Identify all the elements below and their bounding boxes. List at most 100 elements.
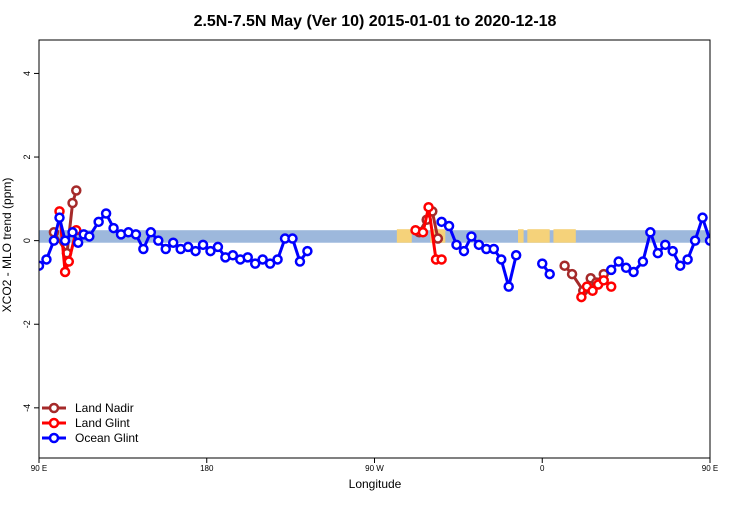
x-axis: 90 E 180 90 W 0 90 E: [31, 458, 718, 473]
data-point-ocean-glint: [674, 260, 686, 271]
data-point-ocean-glint: [652, 247, 664, 259]
y-axis-label: XCO2 - MLO trend (ppm): [0, 178, 14, 313]
data-point-land-glint: [576, 291, 587, 303]
x-tick-label: 90 W: [365, 464, 384, 473]
data-point-land-glint: [605, 281, 617, 292]
data-point-ocean-glint: [458, 245, 470, 257]
legend-label: Land Glint: [75, 416, 130, 430]
data-point-ocean-glint: [637, 256, 649, 267]
data-point-ocean-glint: [182, 241, 194, 253]
legend-marker: [48, 432, 60, 444]
data-point-ocean-glint: [167, 237, 179, 248]
data-point-ocean-glint: [67, 227, 78, 238]
data-point-ocean-glint: [227, 250, 239, 261]
data-point-ocean-glint: [72, 237, 84, 248]
plot-area: [39, 185, 710, 303]
data-point-ocean-glint: [302, 245, 313, 257]
data-point-ocean-glint: [620, 262, 632, 274]
data-point-ocean-glint: [84, 231, 95, 242]
data-point-land-glint: [59, 266, 71, 278]
data-point-land-nadir: [566, 268, 578, 280]
data-point-ocean-glint: [41, 254, 52, 265]
data-point-ocean-glint: [59, 235, 71, 246]
x-tick-label: 90 E: [702, 464, 718, 473]
data-point-ocean-glint: [466, 231, 477, 242]
series-ocean-glint: [39, 208, 710, 292]
data-point-ocean-glint: [272, 254, 283, 265]
data-point-ocean-glint: [704, 235, 710, 246]
data-point-ocean-glint: [212, 241, 224, 253]
y-tick-label: -2: [22, 320, 32, 328]
data-point-ocean-glint: [287, 233, 298, 244]
x-tick-label: 0: [540, 464, 545, 473]
data-point-ocean-glint: [495, 254, 507, 265]
y-tick-label: 4: [22, 71, 32, 76]
data-point-ocean-glint: [100, 208, 112, 219]
data-point-ocean-glint: [697, 212, 708, 223]
data-point-ocean-glint: [197, 239, 209, 251]
data-point-land-glint: [417, 227, 429, 238]
data-point-ocean-glint: [153, 235, 164, 246]
series-layer: [39, 185, 710, 303]
land-band-segment: [518, 229, 524, 243]
data-point-ocean-glint: [628, 266, 639, 278]
data-point-ocean-glint: [249, 258, 261, 269]
data-point-land-glint: [436, 254, 447, 265]
data-point-ocean-glint: [689, 235, 701, 246]
data-point-ocean-glint: [48, 235, 60, 246]
legend-label: Ocean Glint: [75, 431, 139, 445]
data-point-ocean-glint: [443, 220, 455, 232]
series-land-glint: [54, 201, 617, 303]
y-axis: -4 -2 0 2 4: [22, 71, 39, 412]
data-point-ocean-glint: [613, 256, 624, 267]
x-tick-label: 180: [200, 464, 214, 473]
data-point-land-nadir: [71, 185, 82, 196]
legend-marker: [48, 402, 60, 414]
data-point-ocean-glint: [510, 250, 522, 261]
data-point-ocean-glint: [93, 216, 104, 228]
data-point-ocean-glint: [667, 245, 678, 257]
data-point-land-nadir: [67, 197, 78, 209]
data-point-ocean-glint: [39, 260, 45, 271]
data-point-land-glint: [587, 285, 598, 297]
data-point-ocean-glint: [145, 227, 157, 238]
data-point-ocean-glint: [108, 222, 119, 234]
surface-band: [39, 229, 710, 243]
y-tick-label: 0: [22, 238, 32, 243]
legend-marker: [48, 417, 60, 429]
data-point-ocean-glint: [605, 264, 617, 276]
data-point-ocean-glint: [436, 216, 447, 228]
data-point-land-glint: [598, 275, 610, 286]
land-band-segment: [396, 229, 412, 243]
data-point-ocean-glint: [54, 212, 65, 223]
legend-label: Land Nadir: [75, 401, 134, 415]
data-point-ocean-glint: [473, 239, 485, 251]
data-point-land-nadir: [432, 233, 444, 244]
data-point-ocean-glint: [264, 258, 276, 269]
y-tick-label: -4: [22, 404, 32, 412]
data-point-ocean-glint: [451, 239, 462, 251]
x-tick-label: 90 E: [31, 464, 47, 473]
data-point-ocean-glint: [205, 245, 216, 257]
data-point-ocean-glint: [544, 268, 555, 280]
x-axis-label: Longitude: [349, 477, 402, 491]
data-point-land-glint: [423, 201, 434, 213]
data-point-ocean-glint: [503, 281, 514, 292]
data-point-ocean-glint: [257, 254, 268, 265]
data-point-ocean-glint: [242, 252, 254, 263]
chart-title: 2.5N-7.5N May (Ver 10) 2015-01-01 to 202…: [194, 13, 557, 30]
land-band-segment: [527, 229, 550, 243]
data-point-land-nadir: [559, 260, 570, 271]
data-point-ocean-glint: [660, 239, 671, 251]
data-point-ocean-glint: [645, 227, 656, 238]
y-tick-label: 2: [22, 155, 32, 160]
data-point-ocean-glint: [138, 243, 149, 255]
data-point-land-glint: [63, 256, 75, 267]
data-point-ocean-glint: [130, 229, 142, 240]
data-point-ocean-glint: [294, 256, 306, 267]
data-point-ocean-glint: [160, 243, 171, 255]
